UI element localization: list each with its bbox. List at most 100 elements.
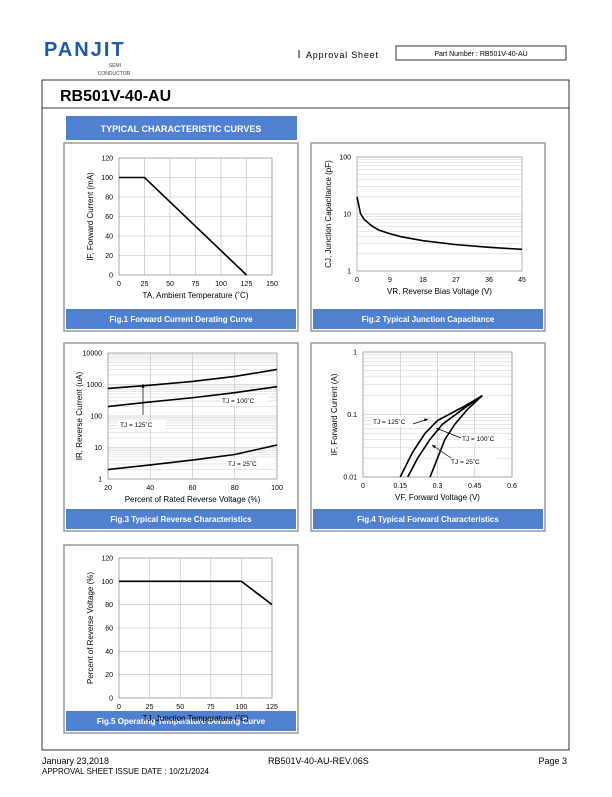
y-tick-label: 0 <box>109 696 113 703</box>
annotation-bg <box>371 417 419 426</box>
annotation: TJ = 25˚C <box>228 460 257 468</box>
caption: Fig.4 Typical Forward Characteristics <box>357 515 499 524</box>
y-tick-label: 100 <box>101 175 113 182</box>
panel <box>310 342 546 532</box>
x-tick-label: 27 <box>452 277 460 284</box>
annotation-bg <box>220 396 268 405</box>
x-tick-label: 0.15 <box>393 483 407 490</box>
y-tick-label: 40 <box>105 649 113 656</box>
caption-bar <box>66 509 296 529</box>
logo-sub: SEMI <box>109 63 121 69</box>
annotation-bg <box>449 457 497 466</box>
x-tick-label: 0 <box>117 704 121 711</box>
plot-frame <box>118 557 273 699</box>
plot-frame <box>118 157 273 276</box>
arrow-head <box>424 418 428 422</box>
x-tick-label: 50 <box>166 281 174 288</box>
arrow-head <box>436 427 440 431</box>
line-series <box>406 395 483 478</box>
footer-page: Page 3 <box>538 756 567 766</box>
section-title: TYPICAL CHARACTERISTIC CURVES <box>101 124 262 134</box>
y-tick-label: 10 <box>94 445 102 452</box>
arrow-head <box>141 384 145 388</box>
caption-bar <box>66 309 296 329</box>
x-axis-label: VR, Reverse Bias Voltage (V) <box>387 287 492 296</box>
logo: PANJIT <box>44 39 126 61</box>
plot-frame <box>356 156 523 272</box>
x-tick-label: 0.6 <box>507 483 517 490</box>
x-tick-label: 75 <box>207 704 215 711</box>
y-tick-label: 120 <box>101 556 113 563</box>
line-series <box>356 196 523 251</box>
caption-bar <box>66 711 296 731</box>
x-axis-label: TJ, Junction Temperature (˚C) <box>142 714 248 723</box>
y-tick-label: 20 <box>105 253 113 260</box>
y-tick-label: 1000 <box>86 382 102 389</box>
x-tick-label: 0 <box>117 281 121 288</box>
annotation: TJ = 100˚C <box>222 397 255 405</box>
x-axis-label: TA, Ambient Temperature (˚C) <box>143 291 249 300</box>
line-series <box>119 580 273 606</box>
x-tick-label: 125 <box>266 704 278 711</box>
x-tick-label: 45 <box>518 277 526 284</box>
panel <box>63 342 299 532</box>
x-tick-label: 0.45 <box>468 483 482 490</box>
panel <box>63 544 299 734</box>
y-tick-label: 40 <box>105 234 113 241</box>
annotation: TJ = 25˚C <box>451 458 480 466</box>
y-tick-label: 120 <box>101 156 113 163</box>
logo-sub: CONDUCTOR <box>98 71 131 77</box>
y-tick-label: 1 <box>347 269 351 276</box>
x-tick-label: 0 <box>361 483 365 490</box>
x-tick-label: 0.3 <box>433 483 443 490</box>
y-tick-label: 1 <box>353 350 357 357</box>
x-tick-label: 0 <box>355 277 359 284</box>
y-tick-label: 80 <box>105 195 113 202</box>
caption: Fig.3 Typical Reverse Characteristics <box>110 515 252 524</box>
bar-icon <box>298 50 300 58</box>
x-axis-label: VF, Forward Voltage (V) <box>395 493 480 502</box>
y-tick-label: 60 <box>105 626 113 633</box>
footer-date: January 23,2018 <box>42 756 109 766</box>
sheet-label: Approval Sheet <box>306 50 379 60</box>
panel <box>63 142 299 332</box>
annotation-bg <box>226 459 274 468</box>
y-tick-label: 100 <box>339 155 351 162</box>
x-tick-label: 125 <box>241 281 253 288</box>
part-box <box>395 45 567 61</box>
y-tick-label: 100 <box>90 414 102 421</box>
annotation: TJ = 125˚C <box>373 418 406 426</box>
x-tick-label: 75 <box>192 281 200 288</box>
caption-bar <box>313 309 543 329</box>
caption: Fig.5 Operating Temperature Derating Cur… <box>97 717 266 726</box>
y-tick-label: 100 <box>101 579 113 586</box>
caption-bar <box>313 509 543 529</box>
part-number: Part Number : RB501V-40-AU <box>434 51 527 58</box>
x-tick-label: 40 <box>146 485 154 492</box>
footer-issue: APPROVAL SHEET ISSUE DATE : 10/21/2024 <box>42 767 209 776</box>
caption: Fig.2 Typical Junction Capacitance <box>362 315 495 324</box>
panel <box>310 142 546 332</box>
y-tick-label: 0.1 <box>347 412 357 419</box>
line-series <box>107 444 278 471</box>
annotation: TJ = 125˚C <box>120 421 153 429</box>
frame <box>41 79 570 751</box>
y-axis-label: IF, Forward Current (mA) <box>86 172 95 261</box>
caption: Fig.1 Forward Current Derating Curve <box>109 315 253 324</box>
line-series <box>107 368 278 390</box>
footer-rev: RB501V-40-AU-REV.06S <box>268 756 369 766</box>
arrow-head <box>432 445 436 449</box>
y-axis-label: CJ, Junction Capacitance (pF) <box>324 160 333 268</box>
x-tick-label: 100 <box>271 485 283 492</box>
plot-frame <box>362 351 513 478</box>
line-series <box>399 395 483 478</box>
arrow <box>435 427 462 439</box>
y-tick-label: 10 <box>343 212 351 219</box>
x-tick-label: 18 <box>419 277 427 284</box>
x-tick-label: 25 <box>141 281 149 288</box>
x-axis-label: Percent of Rated Reverse Voltage (%) <box>125 495 261 504</box>
line-series <box>107 385 278 408</box>
doc-title: RB501V-40-AU <box>60 88 171 105</box>
x-tick-label: 100 <box>236 704 248 711</box>
x-tick-label: 100 <box>215 281 227 288</box>
